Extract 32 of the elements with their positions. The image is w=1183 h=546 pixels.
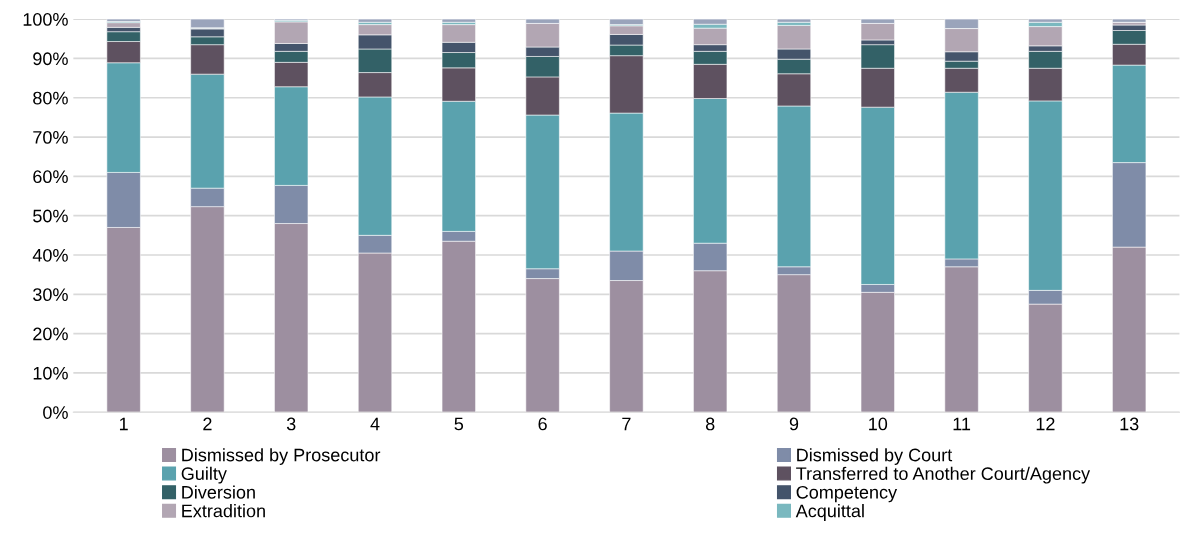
- legend-label: Dismissed by Court: [797, 448, 953, 465]
- legend-label: Acquittal: [795, 504, 864, 521]
- x-tick-label: 4: [370, 417, 380, 431]
- y-tick-label: 70%: [33, 130, 68, 144]
- y-tick-label: 100%: [23, 13, 68, 26]
- legend-label: Competency: [796, 485, 898, 503]
- legend-label: Extradition: [182, 504, 265, 518]
- x-tick-label: 3: [286, 417, 296, 431]
- x-tick-label: 2: [203, 417, 212, 431]
- legend-label: Guilty: [181, 466, 227, 484]
- legend-label: Transferred to Another Court/Agency: [796, 466, 1091, 484]
- y-tick-label: 90%: [33, 52, 68, 66]
- x-tick-label: 11: [953, 417, 971, 431]
- x-tick-label: 5: [454, 417, 464, 431]
- x-tick-label: 10: [869, 417, 888, 431]
- x-tick-label: 7: [622, 417, 631, 431]
- y-tick-label: 30%: [33, 288, 68, 302]
- x-tick-label: 1: [119, 417, 128, 431]
- y-tick-label: 60%: [33, 170, 68, 184]
- legend-label: Dismissed by Prosecutor: [182, 448, 381, 465]
- legend-label: Diversion: [182, 485, 255, 499]
- y-tick-label: 80%: [33, 91, 68, 105]
- x-tick-label: 6: [538, 417, 547, 431]
- x-tick-label: 9: [789, 417, 799, 431]
- y-tick-label: 50%: [33, 209, 68, 223]
- x-tick-label: 13: [1120, 417, 1139, 431]
- y-tick-label: 0%: [43, 406, 68, 419]
- x-tick-label: 8: [705, 417, 715, 431]
- x-tick-label: 12: [1036, 417, 1055, 431]
- y-tick-label: 40%: [32, 248, 68, 262]
- y-tick-label: 10%: [33, 366, 68, 380]
- y-tick-label: 20%: [33, 327, 68, 341]
